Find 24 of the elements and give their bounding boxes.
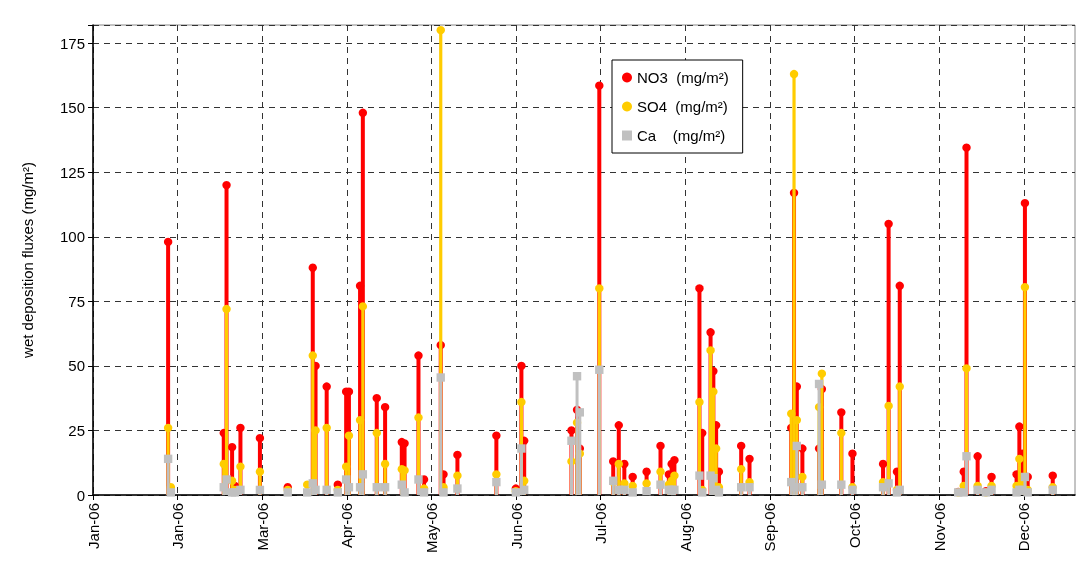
y-tick-label: 25	[68, 421, 85, 439]
x-tick-label: Jun-06	[507, 503, 525, 549]
x-tick-label: Mar-06	[253, 503, 271, 551]
x-tick-label: Oct-06	[846, 503, 864, 549]
x-tick-label: Dec-06	[1015, 503, 1033, 552]
y-tick-label: 100	[59, 228, 85, 246]
x-tick-label: May-06	[422, 503, 440, 554]
y-tick-label: 75	[68, 292, 85, 310]
y-tick-label: 175	[59, 34, 85, 52]
y-tick-label: 0	[76, 486, 85, 504]
legend-label: Ca (mg/m²)	[637, 127, 726, 144]
x-tick-label: Nov-06	[930, 503, 948, 552]
x-tick-label: Sep-06	[761, 503, 779, 552]
y-axis-title: wet deposition fluxes (mg/m²)	[19, 162, 36, 359]
x-tick-label: Apr-06	[338, 503, 356, 549]
y-tick-label: 150	[59, 99, 85, 117]
x-tick-label: Jan-06	[84, 503, 102, 549]
legend-label: NO3 (mg/m²)	[637, 69, 729, 86]
x-tick-label: Jul-06	[592, 503, 610, 544]
x-tick-label: Jan-06	[169, 503, 187, 549]
x-tick-label: Aug-06	[676, 503, 694, 552]
y-tick-label: 50	[68, 357, 85, 375]
legend-label: SO4 (mg/m²)	[637, 98, 728, 115]
y-tick-label: 125	[59, 163, 85, 181]
